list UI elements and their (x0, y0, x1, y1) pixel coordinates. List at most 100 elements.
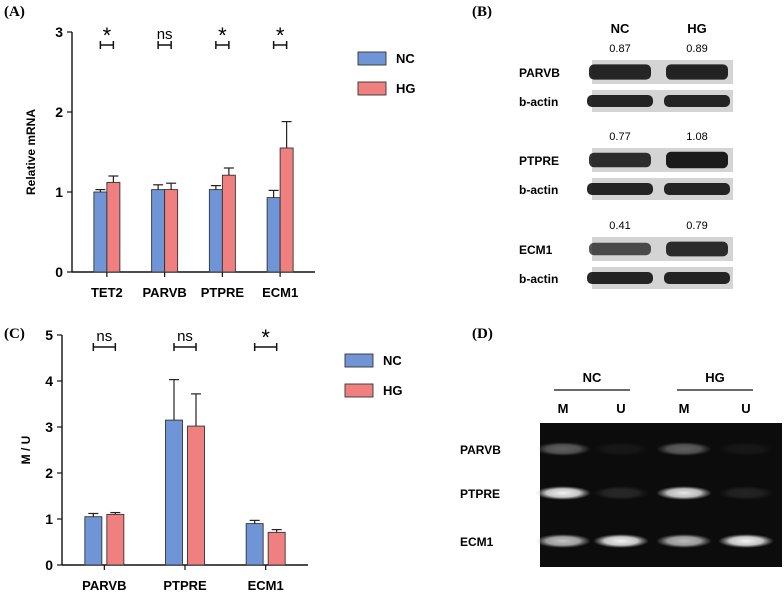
y-axis-label: Relative mRNA (24, 109, 38, 195)
y-tick-label: 1 (45, 511, 53, 527)
densitometry-value: 0.77 (609, 131, 630, 143)
gel-band (535, 534, 591, 548)
legend-label-hg: HG (383, 383, 403, 398)
loading-band (587, 183, 653, 195)
blot-band (666, 151, 728, 169)
sig-label: ns (157, 26, 173, 43)
blot-band (589, 152, 651, 168)
gel-group-label: HG (705, 370, 725, 385)
bar-hg (267, 531, 286, 566)
densitometry-value: 0.89 (686, 43, 707, 55)
gel-group-label: NC (583, 370, 602, 385)
y-tick-label: 1 (55, 184, 63, 200)
panel-label-d: (D) (472, 326, 493, 342)
sig-label: ns (177, 328, 193, 345)
x-tick-label: TET2 (91, 285, 123, 300)
bar-hg (106, 181, 121, 273)
loading-band (587, 95, 653, 107)
gel-panel: NC HG M U M U PARVB PTPRE ECM1 (460, 370, 782, 567)
bar-nc (84, 516, 103, 566)
gel-band (718, 534, 774, 548)
x-tick-label: ECM1 (262, 285, 298, 300)
panel-label-b: (B) (472, 4, 492, 20)
loading-label: b-actin (519, 272, 558, 286)
gel-band (656, 442, 712, 456)
sig-label: * (261, 325, 270, 350)
loading-band (664, 95, 730, 107)
blot-row-label: PTPRE (519, 154, 559, 168)
blot-row-label: PARVB (519, 66, 560, 80)
bar-nc (208, 189, 223, 273)
loading-band (587, 272, 653, 284)
sig-label: * (276, 23, 285, 48)
gel-band (593, 442, 649, 456)
gel-band (593, 534, 649, 548)
gel-band (535, 442, 591, 456)
sig-label: ns (96, 328, 112, 345)
blot-band (589, 64, 651, 80)
bar-nc (245, 523, 264, 566)
y-tick-label: 5 (45, 327, 53, 343)
x-tick-label: PTPRE (163, 578, 207, 592)
western-blot-panel: NC HG 0.87 0.89 PARVB b-actin 0.77 1.08 PTPRE b-a… (519, 21, 733, 289)
chart-c: 0 1 2 3 4 5 M / U PARVB ns PTPRE ns ECM1 * NC HG (19, 325, 403, 592)
legend-swatch-hg (357, 81, 387, 96)
legend-label-hg: HG (396, 81, 416, 96)
bar-hg (187, 425, 205, 566)
gel-band (535, 486, 591, 500)
y-tick-label: 0 (45, 557, 53, 573)
blot-band (589, 242, 651, 256)
legend-label-nc: NC (383, 353, 402, 368)
blot-band (666, 241, 728, 257)
densitometry-value: 1.08 (686, 131, 707, 143)
loading-label: b-actin (519, 95, 558, 109)
blot-group-label: HG (687, 21, 707, 36)
legend-swatch-nc (357, 51, 387, 66)
bar-nc (266, 197, 281, 273)
sig-label: * (103, 23, 112, 48)
loading-label: b-actin (519, 183, 558, 197)
bar-hg (106, 513, 125, 566)
y-tick-label: 4 (45, 373, 53, 389)
loading-band (664, 272, 730, 284)
gel-band (718, 442, 774, 456)
panel-label-a: (A) (4, 4, 25, 20)
bar-hg (221, 174, 236, 273)
chart-a: 0 1 2 3 Relative mRNA TET2 * PARVB ns PTPRE * ECM1 *… (24, 23, 416, 300)
bar-nc (93, 191, 108, 273)
blot-group-label: NC (611, 21, 630, 36)
y-tick-label: 3 (45, 419, 53, 435)
bar-nc (165, 419, 183, 566)
gel-band (593, 486, 649, 500)
x-tick-label: PARVB (82, 578, 126, 592)
y-tick-label: 3 (55, 24, 63, 40)
gel-band (718, 486, 774, 500)
x-tick-label: ECM1 (248, 578, 284, 592)
y-tick-label: 2 (55, 104, 63, 120)
densitometry-value: 0.41 (609, 220, 630, 232)
legend-swatch-hg (344, 383, 374, 398)
blot-row-label: ECM1 (519, 243, 553, 257)
bar-nc (151, 189, 166, 273)
gel-lane-label: M (679, 401, 690, 416)
gel-lane-label: M (558, 401, 569, 416)
y-axis-label: M / U (19, 436, 33, 465)
bar-hg (164, 189, 179, 273)
gel-row-label: ECM1 (460, 535, 494, 549)
y-tick-label: 2 (45, 465, 53, 481)
gel-lane-label: U (616, 401, 625, 416)
panel-label-c: (C) (4, 326, 25, 342)
gel-row-label: PARVB (460, 443, 501, 457)
loading-band (664, 183, 730, 195)
gel-row-label: PTPRE (460, 487, 500, 501)
blot-band (666, 64, 728, 80)
densitometry-value: 0.79 (686, 220, 707, 232)
densitometry-value: 0.87 (609, 43, 630, 55)
x-tick-label: PTPRE (201, 285, 245, 300)
gel-band (656, 486, 712, 500)
legend-swatch-nc (344, 353, 374, 368)
gel-band (656, 534, 712, 548)
sig-label: * (218, 23, 227, 48)
legend-label-nc: NC (396, 51, 415, 66)
